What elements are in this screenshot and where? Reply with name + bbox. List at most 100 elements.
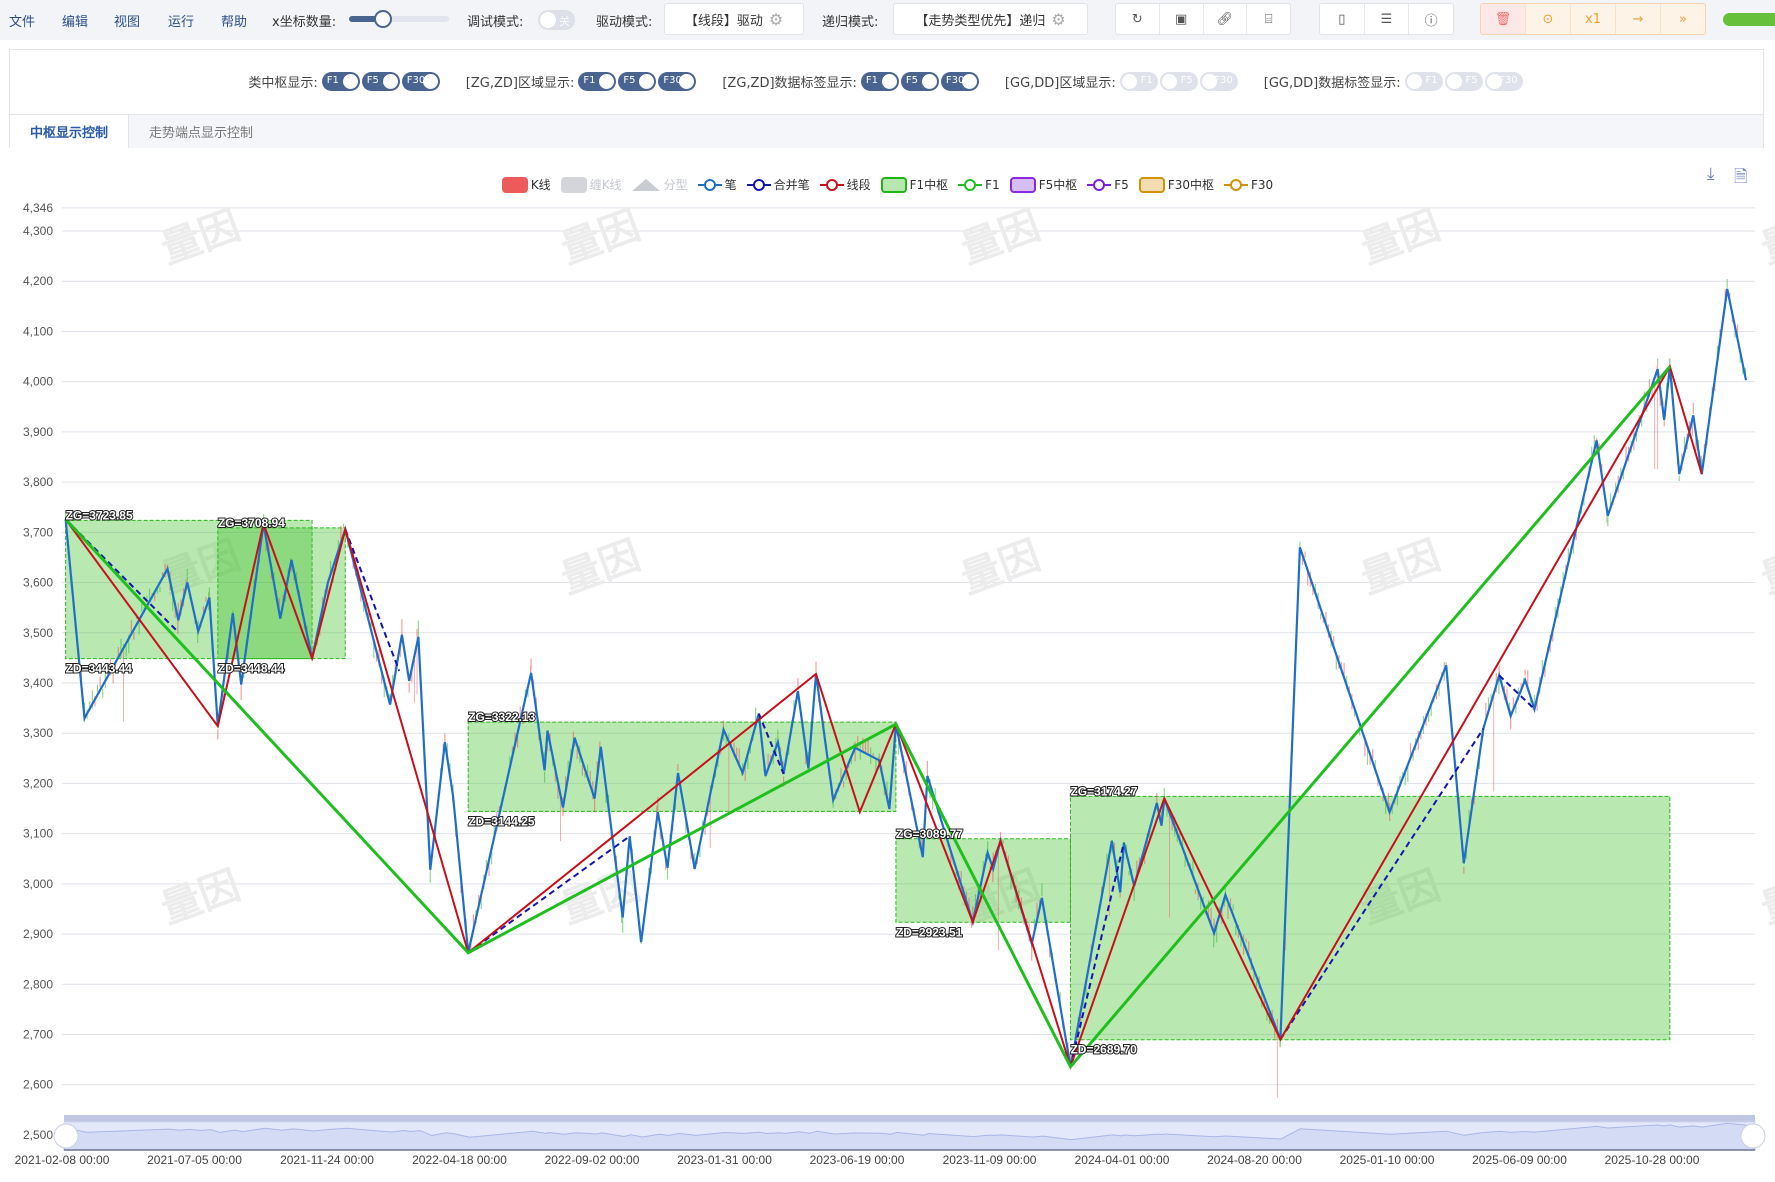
toggle-f30[interactable]: F30 — [658, 72, 697, 91]
legend-swatch — [697, 178, 722, 192]
legend-item[interactable]: 合并笔 — [746, 176, 810, 193]
watermark: 量因 — [155, 532, 246, 603]
y-tick-label: 2,900 — [23, 927, 53, 941]
toggle-knob — [1446, 74, 1462, 89]
presentation-icon[interactable]: ⌸ — [1264, 11, 1273, 27]
data-view-icon[interactable]: 🗎︎ — [1734, 167, 1748, 187]
menu-view[interactable]: 视图 — [114, 15, 141, 30]
legend-item[interactable]: F5中枢 — [1009, 176, 1077, 193]
step-icon[interactable]: → — [1616, 4, 1661, 34]
help-icon[interactable]: ⓘ — [1424, 13, 1438, 29]
toggle-knob — [540, 12, 556, 28]
toggle-f5[interactable]: F5 — [1444, 72, 1483, 91]
datazoom-slider[interactable] — [63, 1121, 1756, 1151]
drive-mode-select[interactable]: 【线段】驱动 ⚙ — [664, 3, 804, 35]
y-tick-label: 4,300 — [23, 224, 53, 238]
gear-icon[interactable]: ⚙ — [768, 9, 784, 29]
toggle-f1[interactable]: F1 — [321, 72, 360, 91]
toggle-f5[interactable]: F5 — [361, 72, 400, 91]
refresh-icon[interactable]: ↻ — [1116, 4, 1160, 34]
display-control-panel: 类中枢显示: F1 F5 F30 [ZG,ZD]区域显示: F1 F5 F30 [ZG,ZD]数… — [9, 49, 1764, 148]
zd-label: ZD=3448.44 — [218, 662, 285, 676]
x-count-label: x坐标数量: — [272, 15, 337, 30]
watermark: 量因 — [555, 202, 646, 273]
gear-icon[interactable]: ⚙ — [1051, 9, 1066, 29]
switch-group-label: 类中枢显示: — [248, 76, 318, 91]
toggle-f1[interactable]: F1 — [1404, 72, 1443, 91]
fast-forward-icon[interactable]: » — [1679, 11, 1687, 27]
legend-item[interactable]: 分型 — [631, 176, 688, 193]
play-icon[interactable]: ⊙ — [1526, 4, 1571, 34]
toggle-knob — [881, 74, 897, 89]
toggle-label: F30 — [1499, 75, 1518, 86]
datazoom-left-handle[interactable] — [53, 1123, 79, 1149]
legend-item[interactable]: F30 — [1224, 178, 1273, 192]
toggle-knob — [1406, 74, 1422, 89]
merged-bi-line — [1498, 674, 1536, 710]
y-tick-label: 4,000 — [23, 375, 53, 389]
recursion-mode-value: 【走势类型优先】递归 — [915, 13, 1046, 29]
recursion-mode-select[interactable]: 【走势类型优先】递归 ⚙ — [893, 3, 1088, 35]
toggle-label: F5 — [366, 75, 379, 86]
legend-item[interactable]: 笔 — [697, 176, 737, 193]
x-tick-label: 2024-08-20 00:00 — [1207, 1153, 1302, 1167]
menu-help[interactable]: 帮助 — [221, 15, 248, 30]
f1-line — [64, 365, 1672, 1070]
datazoom-preview — [63, 1122, 1756, 1151]
legend-swatch — [1224, 178, 1248, 192]
f1-pivot-zone — [467, 721, 897, 812]
x-tick-label: 2023-11-09 00:00 — [943, 1153, 1037, 1167]
download-icon[interactable]: ⤓ — [1707, 164, 1715, 184]
toggle-f1[interactable]: F1 — [578, 72, 617, 91]
legend-item[interactable]: F5 — [1087, 178, 1129, 192]
legend-item[interactable]: 缠K线 — [560, 176, 622, 193]
legend-item[interactable]: 线段 — [819, 176, 871, 193]
link-icon[interactable]: 🔗︎ — [1204, 4, 1248, 34]
panel-icon[interactable]: ▯ — [1320, 4, 1365, 34]
watermark: 量因 — [955, 202, 1046, 273]
toggle-f1[interactable]: F1 — [860, 72, 899, 91]
toggle-label: F1 — [583, 75, 596, 86]
toggle-f30[interactable]: F30 — [401, 72, 440, 91]
toggle-f5[interactable]: F5 — [900, 72, 939, 91]
legend-item[interactable]: F1 — [958, 178, 1000, 192]
menu-run[interactable]: 运行 — [168, 15, 195, 30]
toggle-knob — [961, 74, 977, 89]
switch-group: [ZG,ZD]数据标签显示: F1 F5 F30 — [722, 72, 981, 91]
toggle-f5[interactable]: F5 — [618, 72, 657, 91]
tab-trend-endpoint-display[interactable]: 走势端点显示控制 — [149, 126, 254, 141]
legend-label: F1中枢 — [909, 178, 949, 192]
recursion-mode-label: 递归模式: — [822, 15, 879, 30]
y-tick-label: 4,100 — [23, 324, 53, 338]
slider-handle[interactable] — [374, 10, 392, 28]
save-icon[interactable]: ▣ — [1160, 4, 1204, 34]
list-icon[interactable]: ☰ — [1365, 4, 1410, 34]
watermark: 量因 — [955, 862, 1046, 933]
toggle-f30[interactable]: F30 — [1484, 72, 1523, 91]
legend-label: 分型 — [663, 178, 688, 192]
legend-item[interactable]: F1中枢 — [880, 176, 949, 193]
y-tick-label: 4,200 — [23, 274, 53, 288]
legend-label: 缠K线 — [589, 178, 622, 192]
toggle-label: F1 — [1425, 75, 1438, 86]
debug-mode-toggle[interactable]: 关 — [538, 10, 575, 30]
delete-icon[interactable]: 🗑︎ — [1481, 4, 1526, 34]
speed-button[interactable]: x1 — [1571, 4, 1616, 34]
tab-pivot-display[interactable]: 中枢显示控制 — [10, 115, 130, 148]
toggle-label: F5 — [905, 75, 919, 86]
x-tick-label: 2023-01-31 00:00 — [677, 1153, 772, 1167]
merged-bi-line — [1069, 842, 1125, 1067]
legend-item[interactable]: K线 — [501, 176, 551, 193]
legend-item[interactable]: F30中枢 — [1138, 176, 1214, 193]
toggle-f30[interactable]: F30 — [940, 72, 979, 91]
menu-file[interactable]: 文件 — [9, 15, 36, 30]
x-tick-label: 2024-04-01 00:00 — [1075, 1153, 1170, 1167]
toggle-knob — [382, 74, 398, 89]
menu-edit[interactable]: 编辑 — [62, 15, 89, 30]
datazoom-right-handle[interactable] — [1740, 1123, 1766, 1149]
toggle-f30[interactable]: F30 — [1199, 72, 1238, 91]
x-count-slider[interactable] — [349, 10, 449, 28]
toggle-f1[interactable]: F1 — [1119, 72, 1158, 91]
y-tick-label: 3,200 — [23, 776, 53, 790]
toggle-f5[interactable]: F5 — [1159, 72, 1198, 91]
